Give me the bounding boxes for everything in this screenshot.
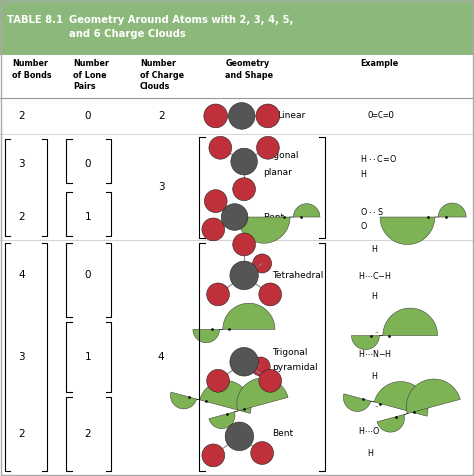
Text: H $\cdot\cdot$C=O: H $\cdot\cdot$C=O bbox=[360, 153, 397, 164]
Text: Trigonal: Trigonal bbox=[273, 348, 308, 357]
Circle shape bbox=[207, 283, 229, 306]
Text: and 6 Charge Clouds: and 6 Charge Clouds bbox=[62, 29, 185, 39]
Circle shape bbox=[256, 136, 279, 159]
Polygon shape bbox=[377, 379, 460, 432]
Text: O: O bbox=[360, 222, 366, 231]
Text: O=C=O: O=C=O bbox=[367, 111, 394, 120]
Text: TABLE 8.1: TABLE 8.1 bbox=[7, 15, 63, 25]
Text: ..: .. bbox=[374, 402, 379, 408]
Text: 0: 0 bbox=[84, 270, 91, 280]
Polygon shape bbox=[209, 378, 288, 428]
Text: 1: 1 bbox=[84, 352, 91, 362]
Text: 3: 3 bbox=[158, 182, 164, 192]
Text: 2: 2 bbox=[84, 429, 91, 439]
Circle shape bbox=[204, 190, 227, 213]
Text: 2: 2 bbox=[18, 111, 25, 121]
Text: Bent: Bent bbox=[263, 212, 284, 221]
Text: Number
of Bonds: Number of Bonds bbox=[12, 60, 52, 80]
Text: 2: 2 bbox=[18, 212, 25, 222]
Text: 2: 2 bbox=[18, 429, 25, 439]
Text: Linear: Linear bbox=[277, 111, 306, 120]
Text: 3: 3 bbox=[18, 352, 25, 362]
Text: H$\cdots$C$-$H: H$\cdots$C$-$H bbox=[358, 270, 392, 281]
Circle shape bbox=[253, 254, 272, 273]
Text: Number
of Lone
Pairs: Number of Lone Pairs bbox=[73, 60, 109, 91]
Text: Geometry
and Shape: Geometry and Shape bbox=[225, 60, 273, 80]
Text: H$\cdots$O: H$\cdots$O bbox=[358, 425, 380, 436]
Circle shape bbox=[251, 442, 273, 465]
Text: 1: 1 bbox=[84, 212, 91, 222]
Circle shape bbox=[233, 233, 255, 256]
Circle shape bbox=[259, 283, 282, 306]
Polygon shape bbox=[193, 303, 275, 343]
Text: 0: 0 bbox=[84, 111, 91, 121]
Circle shape bbox=[230, 261, 258, 289]
Circle shape bbox=[202, 218, 225, 241]
FancyBboxPatch shape bbox=[0, 0, 474, 55]
Text: planar: planar bbox=[263, 168, 292, 177]
Text: Geometry Around Atoms with 2, 3, 4, 5,: Geometry Around Atoms with 2, 3, 4, 5, bbox=[62, 15, 293, 25]
Text: Bent: Bent bbox=[273, 429, 294, 438]
Circle shape bbox=[207, 369, 229, 392]
Text: Number
of Charge
Clouds: Number of Charge Clouds bbox=[140, 60, 184, 91]
Circle shape bbox=[204, 104, 228, 128]
Text: Example: Example bbox=[360, 60, 399, 69]
Text: 3: 3 bbox=[18, 159, 25, 169]
Text: ..: .. bbox=[374, 328, 379, 334]
Text: O $\cdot\cdot$S: O $\cdot\cdot$S bbox=[360, 206, 384, 217]
Text: H: H bbox=[372, 245, 377, 254]
Circle shape bbox=[225, 422, 254, 451]
Text: 4: 4 bbox=[158, 352, 164, 362]
Text: 4: 4 bbox=[18, 270, 25, 280]
Text: H: H bbox=[360, 170, 366, 179]
Circle shape bbox=[233, 178, 255, 200]
Polygon shape bbox=[171, 380, 251, 414]
Circle shape bbox=[221, 204, 248, 230]
Text: H: H bbox=[367, 448, 373, 457]
Circle shape bbox=[256, 104, 280, 128]
Circle shape bbox=[231, 148, 257, 175]
Circle shape bbox=[209, 136, 232, 159]
Polygon shape bbox=[352, 308, 438, 349]
Text: Trigonal: Trigonal bbox=[263, 151, 299, 160]
Polygon shape bbox=[343, 382, 428, 416]
Circle shape bbox=[228, 103, 255, 129]
Text: H: H bbox=[372, 292, 377, 301]
Circle shape bbox=[259, 369, 282, 392]
Text: 0: 0 bbox=[84, 159, 91, 169]
Text: H: H bbox=[372, 372, 377, 380]
Text: Tetrahedral: Tetrahedral bbox=[273, 271, 324, 280]
Text: H$\cdots$N$-$H: H$\cdots$N$-$H bbox=[358, 347, 392, 359]
Circle shape bbox=[251, 357, 270, 376]
Text: pyramidal: pyramidal bbox=[273, 363, 318, 372]
Polygon shape bbox=[380, 203, 466, 245]
Circle shape bbox=[230, 347, 258, 376]
Text: 2: 2 bbox=[158, 111, 164, 121]
Polygon shape bbox=[238, 204, 320, 243]
Circle shape bbox=[202, 444, 225, 467]
